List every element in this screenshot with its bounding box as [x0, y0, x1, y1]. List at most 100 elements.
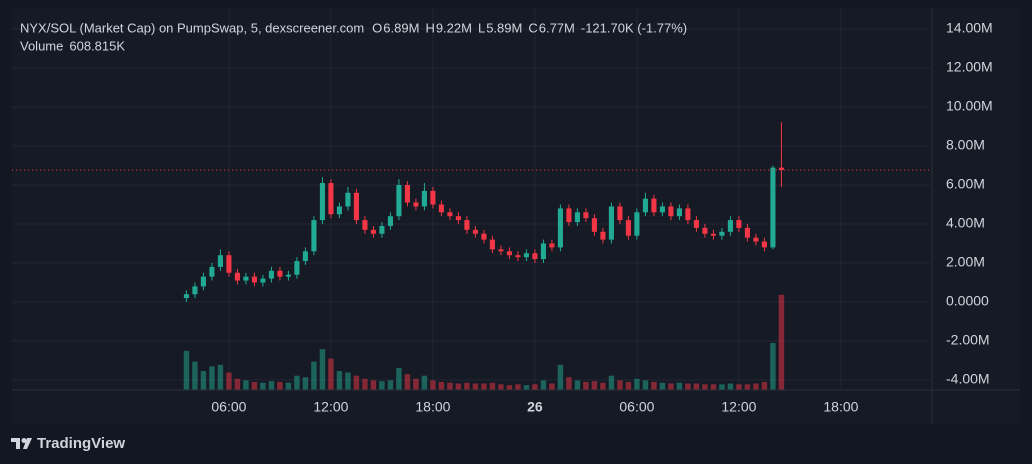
candle-body [736, 220, 742, 228]
volume-bar [336, 371, 343, 390]
x-tick-label: 06:00 [211, 399, 246, 415]
axes: 14.00M 12.00M 10.00M 8.00M 6.00M 4.00M 2.00M 0.… [12, 8, 1020, 424]
candle-body [651, 198, 657, 213]
logo-shape [11, 438, 20, 449]
brand-logo [11, 438, 32, 449]
volume-bar [472, 383, 479, 390]
volume-bar [761, 381, 768, 390]
volume-bar [659, 382, 666, 390]
candle-body [574, 212, 580, 223]
volume-bar [753, 383, 759, 390]
candle-body [464, 220, 470, 230]
x-tick-label: 18:00 [415, 399, 450, 415]
volume-bar [744, 384, 751, 390]
volume-bar [591, 381, 598, 390]
candle-body [600, 231, 606, 240]
volume-bar [489, 382, 496, 390]
candle-body [251, 276, 257, 283]
x-tick-label: 18:00 [823, 399, 858, 415]
candle-body [481, 233, 487, 240]
chart-title: NYX/SOL (Market Cap) on PumpSwap, 5, dex… [20, 20, 364, 35]
chart-panel [12, 8, 1020, 424]
y-tick-label: 6.00M [946, 176, 985, 192]
volume-bar [625, 381, 632, 390]
candle-body [608, 206, 614, 240]
candle-body [710, 233, 716, 236]
y-tick-label: 0.0000 [946, 293, 989, 309]
volume-bar [345, 372, 351, 390]
candle-body [744, 227, 750, 238]
volume-bar [651, 381, 657, 390]
volume-bar [353, 375, 360, 390]
volume-bar [387, 380, 394, 390]
volume-bar [234, 378, 241, 390]
volume-bar [421, 375, 428, 390]
candle-body [396, 185, 402, 217]
volume-bar [617, 380, 623, 390]
volume-bar [455, 383, 462, 390]
volume-bar [319, 349, 326, 390]
volume-bar [710, 384, 717, 390]
volume-bar [277, 381, 283, 390]
candle-body [421, 190, 427, 207]
logo-shape [23, 438, 32, 449]
volume-value: 608.815K [69, 38, 125, 53]
volume-bar [736, 384, 742, 390]
volume-bar [438, 381, 445, 390]
candle-body [328, 183, 334, 215]
volume-bar [770, 342, 776, 390]
volume-bar [260, 382, 266, 390]
candle-body [506, 251, 512, 256]
candle-body [625, 220, 631, 236]
volume-bar [693, 383, 700, 390]
candle-body [719, 231, 725, 236]
y-tick-label: -4.00M [946, 371, 990, 387]
ohlc-label: H [425, 20, 434, 35]
volume-bar [251, 381, 258, 390]
candle-body [268, 270, 274, 279]
brand-name: TradingView [37, 435, 125, 452]
candle-body [778, 167, 784, 170]
ohlc-value: 9.22M [436, 20, 472, 35]
volume-bar [447, 382, 453, 390]
candle-body [183, 294, 189, 299]
candle-body [591, 218, 597, 232]
candle-body [532, 253, 538, 260]
candle-body [277, 270, 283, 277]
volume-bar [481, 383, 487, 390]
volume-bar [209, 366, 215, 390]
candle-body [234, 272, 240, 281]
volume-bar [226, 372, 232, 390]
x-tick-label: 12:00 [313, 399, 348, 415]
x-tick-label: 26 [527, 399, 543, 415]
candle-body [515, 255, 521, 258]
candle-body [370, 229, 376, 234]
candle-body [209, 266, 215, 277]
ohlc-value: 6.89M [383, 20, 419, 35]
ohlc-value: 5.89M [486, 20, 522, 35]
volume-bar [515, 384, 521, 390]
y-tick-label: -2.00M [946, 332, 990, 348]
volume-bar [464, 382, 470, 390]
candle-body [727, 220, 733, 232]
candle-body [761, 241, 767, 248]
volume-bar [294, 375, 300, 390]
candle-body [583, 212, 589, 219]
candle-body [217, 255, 223, 267]
candle-body [770, 167, 776, 248]
candle-body [489, 239, 495, 250]
volume-bar [574, 380, 581, 390]
candle-body [353, 192, 359, 221]
volume-bar [583, 381, 589, 390]
y-tick-label: 12.00M [946, 59, 993, 75]
volume-bar [600, 382, 606, 390]
candle-body [702, 227, 708, 234]
candle-body [226, 255, 232, 273]
volume-bar [217, 364, 224, 390]
volume-bar [557, 364, 564, 390]
candle-body [387, 216, 393, 226]
volume-bar [370, 380, 377, 390]
candle-body [243, 276, 249, 281]
